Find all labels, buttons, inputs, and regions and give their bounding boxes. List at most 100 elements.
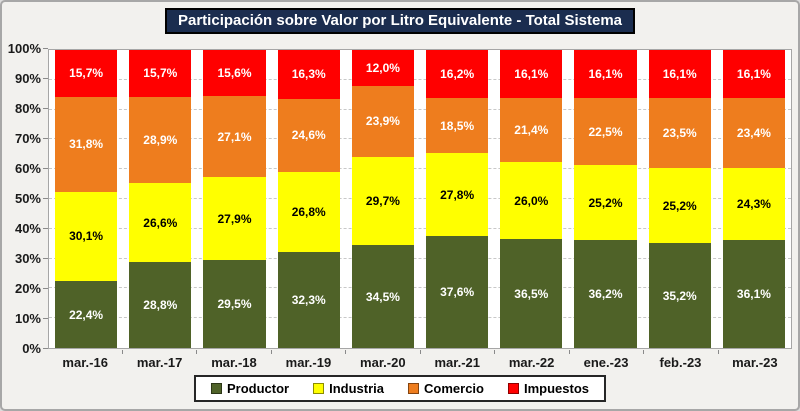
bar-segment-industria: 25,2% — [574, 165, 637, 241]
bar-column-mar.-21: 37,6% 27,8% 18,5% 16,2% — [426, 50, 489, 348]
chart-title: Participación sobre Valor por Litro Equi… — [165, 8, 635, 34]
segment-value-label: 29,5% — [217, 297, 252, 312]
legend-swatch-icon — [408, 383, 420, 394]
y-tick-label: 60% — [14, 161, 41, 176]
legend-item-industria: Industria — [313, 381, 384, 396]
segment-value-label: 23,4% — [736, 126, 771, 141]
x-tick-mark — [48, 350, 123, 354]
y-tick-mark — [43, 258, 48, 259]
x-tick-label: feb.-23 — [659, 355, 702, 370]
bar-segment-impuestos: 15,7% — [129, 50, 192, 97]
legend-swatch-icon — [210, 383, 222, 394]
x-tick-mark — [421, 350, 495, 354]
segment-value-label: 16,1% — [662, 67, 697, 82]
segment-value-label: 15,7% — [143, 66, 178, 81]
bar-segment-productor: 28,8% — [129, 262, 192, 348]
y-tick-label: 100% — [7, 41, 41, 56]
segment-value-label: 15,6% — [217, 66, 252, 81]
bar-column-mar.-18: 29,5% 27,9% 27,1% 15,6% — [203, 50, 266, 348]
segment-value-label: 25,2% — [662, 198, 697, 213]
bar-segment-productor: 36,5% — [500, 239, 563, 348]
segment-value-label: 27,1% — [217, 129, 252, 144]
legend-item-impuestos: Impuestos — [507, 381, 589, 396]
y-tick-label: 70% — [14, 131, 41, 146]
y-tick-mark — [43, 138, 48, 139]
legend-label: Productor — [226, 381, 290, 396]
bar-segment-impuestos: 15,6% — [203, 50, 266, 97]
bar-segment-productor: 29,5% — [203, 260, 266, 348]
bar-segment-industria: 26,0% — [500, 161, 563, 240]
bar-segment-impuestos: 16,3% — [277, 50, 340, 99]
segment-value-label: 37,6% — [440, 285, 475, 300]
y-tick-mark — [43, 78, 48, 79]
bar-segment-impuestos: 12,0% — [351, 50, 415, 86]
bar-segment-comercio: 23,5% — [648, 98, 711, 169]
y-tick-label: 90% — [14, 71, 41, 86]
bar-segment-comercio: 27,1% — [203, 96, 266, 178]
bar-column-mar.-20: 34,5% 29,7% 23,9% 12,0% — [351, 50, 415, 348]
bar-segment-comercio: 28,9% — [129, 96, 192, 183]
bar-segment-industria: 30,1% — [55, 191, 118, 282]
segment-value-label: 16,3% — [291, 67, 326, 82]
bar-column-mar.-19: 32,3% 26,8% 24,6% 16,3% — [277, 50, 340, 348]
bar-segment-comercio: 23,9% — [351, 85, 415, 157]
y-tick-mark — [43, 318, 48, 319]
gridline — [49, 138, 791, 140]
segment-value-label: 31,8% — [69, 137, 104, 152]
bar-segment-impuestos: 16,1% — [500, 50, 563, 98]
bar-segment-comercio: 31,8% — [55, 96, 118, 192]
x-tick-mark — [719, 350, 793, 354]
gridline — [49, 257, 791, 259]
segment-value-label: 16,1% — [514, 67, 549, 82]
gridline — [49, 198, 791, 199]
x-tick-mark — [495, 350, 570, 354]
bars-row: 22,4% 30,1% 31,8% 15,7% 28,8% 26,6% 28,9% 15,7%… — [49, 50, 791, 348]
segment-value-label: 36,1% — [736, 287, 771, 302]
segment-value-label: 26,0% — [514, 193, 549, 208]
bar-segment-comercio: 23,4% — [722, 98, 786, 169]
x-tick-label: mar.-16 — [62, 355, 108, 370]
legend: Productor Industria Comercio Impuestos — [193, 375, 607, 402]
segment-value-label: 22,4% — [69, 307, 104, 322]
bar-segment-industria: 24,3% — [722, 168, 786, 241]
bar-segment-industria: 27,9% — [203, 177, 266, 261]
plot-area: 22,4% 30,1% 31,8% 15,7% 28,8% 26,6% 28,9% 15,7%… — [48, 49, 792, 349]
bar-segment-comercio: 24,6% — [277, 98, 340, 172]
y-tick-mark — [43, 108, 48, 109]
bar-segment-comercio: 22,5% — [574, 97, 637, 166]
segment-value-label: 34,5% — [365, 289, 400, 304]
segment-value-label: 28,9% — [143, 132, 178, 147]
bar-segment-productor: 36,2% — [574, 240, 637, 348]
y-axis-ticks — [43, 48, 48, 349]
y-tick-label: 20% — [14, 281, 41, 296]
segment-value-label: 32,3% — [291, 292, 326, 307]
segment-value-label: 27,8% — [440, 187, 475, 202]
segment-value-label: 26,6% — [143, 215, 178, 230]
y-axis: 0% 10% 20% 30% 40% 50% 60% 70% 80% 90% 100% — [2, 41, 41, 356]
segment-value-label: 28,8% — [143, 298, 178, 313]
y-tick-mark — [43, 198, 48, 199]
segment-value-label: 27,9% — [217, 211, 252, 226]
y-tick-label: 80% — [14, 101, 41, 116]
gridline — [49, 317, 791, 319]
bar-column-mar.-22: 36,5% 26,0% 21,4% 16,1% — [500, 50, 563, 348]
segment-value-label: 16,1% — [736, 67, 771, 82]
gridline — [49, 168, 791, 170]
y-tick-label: 30% — [14, 251, 41, 266]
segment-value-label: 25,2% — [588, 195, 623, 210]
gridline — [49, 108, 791, 110]
y-tick-label: 0% — [22, 341, 41, 356]
legend-swatch-icon — [507, 383, 519, 394]
segment-value-label: 24,6% — [291, 128, 326, 143]
segment-value-label: 16,1% — [588, 67, 623, 81]
x-tick-label: mar.-17 — [136, 355, 183, 370]
x-tick-label: mar.-19 — [285, 355, 332, 370]
bar-column-mar.-16: 22,4% 30,1% 31,8% 15,7% — [55, 50, 118, 348]
segment-value-label: 15,7% — [69, 66, 104, 81]
bar-segment-impuestos: 16,1% — [574, 50, 637, 98]
bar-column-mar.-23: 36,1% 24,3% 23,4% 16,1% — [722, 50, 786, 348]
x-tick-mark — [123, 350, 197, 354]
segment-value-label: 36,5% — [514, 286, 549, 301]
bar-column-ene.-23: 36,2% 25,2% 22,5% 16,1% — [574, 50, 637, 348]
